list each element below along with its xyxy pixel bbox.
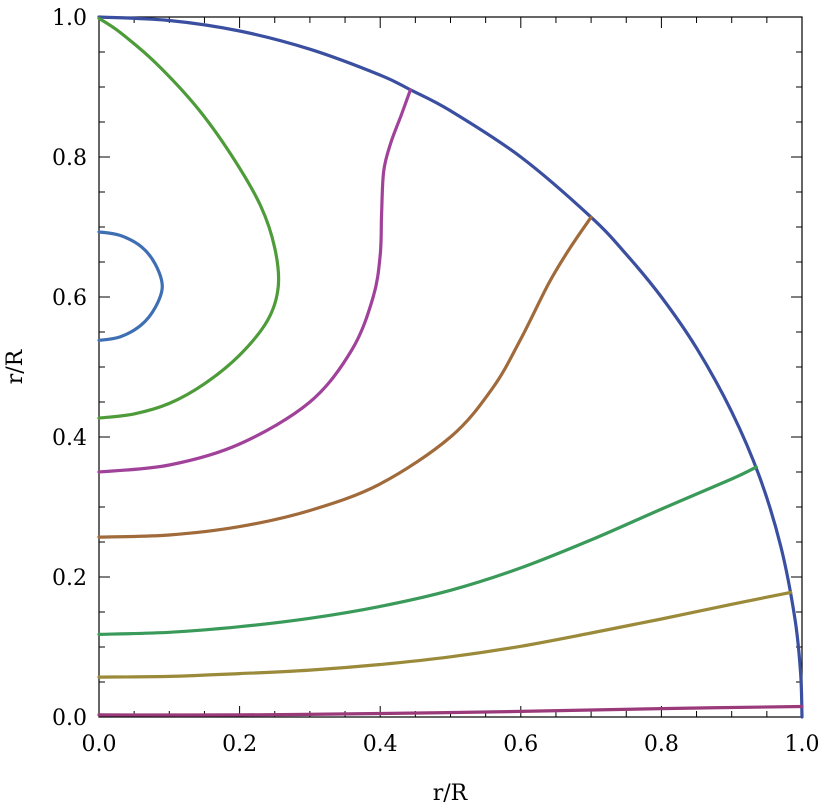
series-line-5 bbox=[97, 215, 593, 539]
series-line-6 bbox=[97, 465, 758, 636]
series-line-8 bbox=[97, 704, 804, 717]
series-line-1 bbox=[97, 15, 804, 719]
y-tick-label: 0.0 bbox=[52, 706, 87, 731]
x-tick-label: 0.0 bbox=[82, 732, 117, 757]
series-line-4 bbox=[97, 88, 413, 474]
y-tick-label: 0.8 bbox=[52, 146, 87, 171]
y-tick-label: 0.6 bbox=[52, 286, 87, 311]
series-line-7 bbox=[97, 590, 793, 679]
series-line-2 bbox=[97, 230, 164, 342]
y-axis-label: r/R bbox=[3, 348, 28, 384]
y-tick-label: 0.2 bbox=[52, 566, 87, 591]
x-tick-label: 0.8 bbox=[644, 732, 679, 757]
tick-labels: 0.0 0.2 0.4 0.6 0.8 1.0 0.0 0.2 0.4 0.6 0.8 1.0 bbox=[52, 6, 820, 757]
series-line-3 bbox=[97, 16, 281, 420]
y-tick-label: 0.4 bbox=[52, 426, 87, 451]
x-tick-label: 0.2 bbox=[222, 732, 257, 757]
series-group bbox=[97, 15, 804, 719]
y-tick-label: 1.0 bbox=[52, 6, 87, 31]
x-axis-label: r/R bbox=[433, 781, 469, 806]
x-tick-label: 0.6 bbox=[503, 732, 538, 757]
x-tick-label: 1.0 bbox=[785, 732, 820, 757]
x-tick-label: 0.4 bbox=[363, 732, 398, 757]
